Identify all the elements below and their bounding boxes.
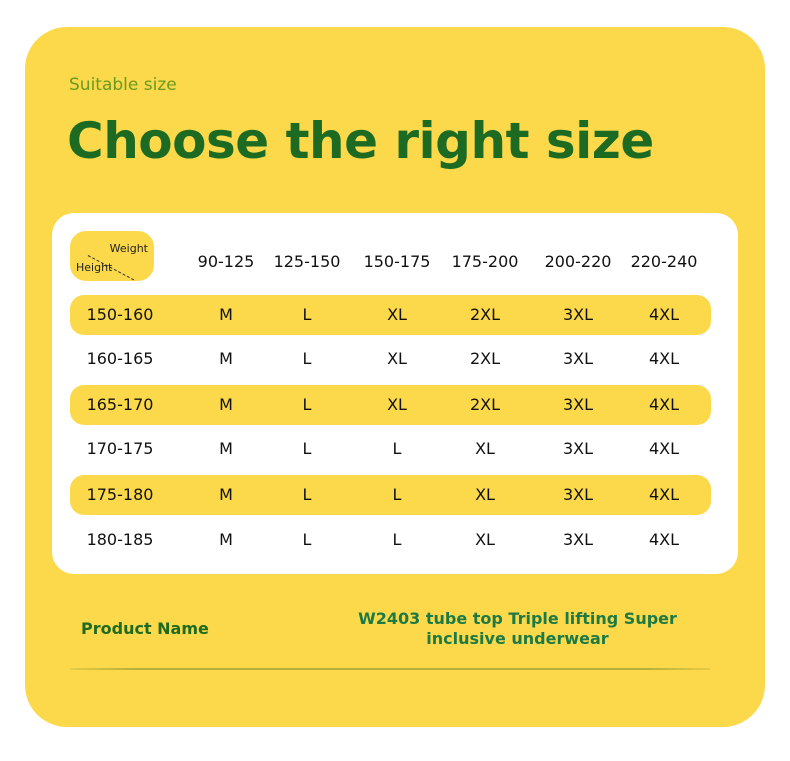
height-range: 170-175 — [86, 439, 154, 458]
size-cell: L — [392, 485, 402, 504]
size-cell: 3XL — [562, 439, 594, 458]
size-cell: M — [219, 439, 233, 458]
size-cell: M — [219, 305, 233, 324]
corner-header: Weight Height — [70, 231, 154, 281]
header-row: 90-125 125-150 150-175 175-200 200-220 220-24… — [70, 242, 711, 282]
height-range: 150-160 — [86, 305, 154, 324]
column-header: 90-125 — [197, 252, 255, 271]
size-cell: XL — [387, 395, 407, 414]
size-cell: XL — [387, 349, 407, 368]
size-cell: M — [219, 395, 233, 414]
size-cell: L — [392, 439, 402, 458]
size-cell: 4XL — [648, 305, 680, 324]
table-row: 165-170 M L XL 2XL 3XL 4XL — [70, 385, 711, 425]
size-cell: 2XL — [469, 349, 501, 368]
height-range: 175-180 — [86, 485, 154, 504]
size-cell: XL — [387, 305, 407, 324]
size-cell: 3XL — [562, 305, 594, 324]
size-cell: XL — [475, 439, 495, 458]
column-header: 220-240 — [630, 252, 698, 271]
page-title: Choose the right size — [67, 112, 654, 170]
size-cell: 3XL — [562, 349, 594, 368]
table-row: 170-175 M L L XL 3XL 4XL — [70, 429, 711, 469]
size-cell: 4XL — [648, 485, 680, 504]
size-cell: 4XL — [648, 395, 680, 414]
size-cell: M — [219, 349, 233, 368]
table-row: 180-185 M L L XL 3XL 4XL — [70, 520, 711, 560]
size-cell: 3XL — [562, 395, 594, 414]
size-cell: L — [302, 439, 312, 458]
size-cell: 2XL — [469, 305, 501, 324]
product-name-value: W2403 tube top Triple lifting Super incl… — [358, 609, 677, 648]
height-range: 180-185 — [86, 530, 154, 549]
size-cell: L — [392, 530, 402, 549]
size-cell: L — [302, 395, 312, 414]
size-cell: XL — [475, 530, 495, 549]
column-header: 175-200 — [451, 252, 519, 271]
table-row: 160-165 M L XL 2XL 3XL 4XL — [70, 339, 711, 379]
table-row: 175-180 M L L XL 3XL 4XL — [70, 475, 711, 515]
weight-label: Weight — [109, 242, 148, 255]
column-header: 150-175 — [363, 252, 431, 271]
size-cell: 3XL — [562, 530, 594, 549]
size-cell: L — [302, 349, 312, 368]
size-cell: L — [302, 305, 312, 324]
subtitle: Suitable size — [69, 75, 177, 95]
size-cell: M — [219, 530, 233, 549]
size-cell: 4XL — [648, 530, 680, 549]
size-table: Weight Height 90-125 125-150 150-175 175-20… — [52, 213, 738, 574]
height-range: 160-165 — [86, 349, 154, 368]
size-cell: M — [219, 485, 233, 504]
size-cell: 3XL — [562, 485, 594, 504]
size-cell: 2XL — [469, 395, 501, 414]
table-row: 150-160 M L XL 2XL 3XL 4XL — [70, 295, 711, 335]
column-header: 200-220 — [544, 252, 612, 271]
column-header: 125-150 — [273, 252, 341, 271]
height-label: Height — [76, 261, 113, 274]
height-range: 165-170 — [86, 395, 154, 414]
size-cell: L — [302, 485, 312, 504]
size-cell: L — [302, 530, 312, 549]
size-cell: XL — [475, 485, 495, 504]
divider — [70, 668, 710, 670]
size-cell: 4XL — [648, 439, 680, 458]
product-name-label: Product Name — [81, 619, 209, 638]
size-cell: 4XL — [648, 349, 680, 368]
